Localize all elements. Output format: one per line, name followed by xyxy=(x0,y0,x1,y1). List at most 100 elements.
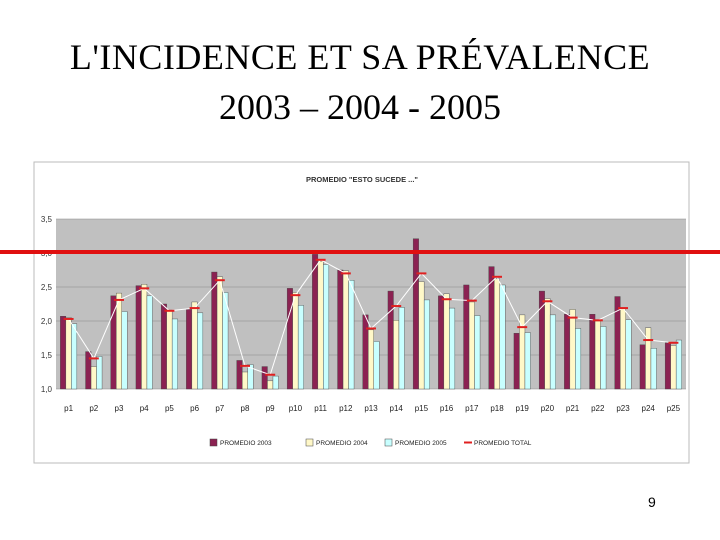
bar-promedio-2003 xyxy=(135,285,142,390)
bar-promedio-2004 xyxy=(267,380,274,390)
x-tick-label: p19 xyxy=(516,404,530,413)
bar-promedio-2003 xyxy=(337,269,344,390)
y-tick-label: 1,0 xyxy=(41,385,53,394)
bar-promedio-2004 xyxy=(519,314,526,390)
bar-promedio-2003 xyxy=(564,314,571,390)
bar-promedio-2003 xyxy=(488,266,495,390)
bar-promedio-2004 xyxy=(65,317,72,390)
bar-promedio-2005 xyxy=(323,264,330,390)
bar-promedio-2003 xyxy=(286,288,293,390)
slide-subtitle-years: 2003 – 2004 - 2005 xyxy=(219,87,501,127)
bar-promedio-2005 xyxy=(121,311,128,390)
bar-promedio-2005 xyxy=(449,307,456,390)
bar-promedio-2003 xyxy=(664,342,671,390)
bar-promedio-2003 xyxy=(60,316,67,390)
slide-page-number: 9 xyxy=(648,494,656,510)
x-tick-label: p10 xyxy=(289,404,303,413)
x-tick-label: p22 xyxy=(591,404,605,413)
legend-label: PROMEDIO 2003 xyxy=(220,440,272,447)
bar-promedio-2004 xyxy=(620,308,626,390)
bar-promedio-2005 xyxy=(600,326,607,390)
bar-promedio-2005 xyxy=(348,280,355,390)
bar-promedio-2004 xyxy=(670,345,677,390)
x-tick-label: p5 xyxy=(165,404,174,413)
bar-promedio-2004 xyxy=(166,309,173,390)
x-tick-label: p8 xyxy=(241,404,250,413)
bar-promedio-2005 xyxy=(297,305,304,390)
bar-promedio-2005 xyxy=(171,318,178,390)
bar-promedio-2004 xyxy=(116,292,122,390)
bar-promedio-2005 xyxy=(197,312,204,390)
x-tick-label: p7 xyxy=(215,404,224,413)
bar-promedio-2005 xyxy=(575,328,582,390)
bar-promedio-2004 xyxy=(342,270,349,390)
bar-promedio-2004 xyxy=(292,292,299,390)
bar-promedio-2004 xyxy=(317,260,324,390)
bar-promedio-2005 xyxy=(675,339,682,390)
legend-label: PROMEDIO 2004 xyxy=(316,440,368,447)
bar-promedio-2004 xyxy=(90,366,97,390)
x-tick-label: p18 xyxy=(490,404,504,413)
slide-title: L'INCIDENCE ET SA PRÉVALENCE xyxy=(69,37,651,77)
bar-promedio-2004 xyxy=(191,301,198,390)
bar-promedio-2004 xyxy=(242,371,248,390)
bar-promedio-2005 xyxy=(423,299,430,390)
bar-promedio-2004 xyxy=(443,293,450,390)
x-tick-label: p1 xyxy=(64,404,73,413)
bar-promedio-2004 xyxy=(368,329,374,390)
x-tick-label: p9 xyxy=(266,404,275,413)
y-tick-label: 3,5 xyxy=(41,215,53,224)
x-tick-label: p24 xyxy=(642,404,656,413)
x-tick-label: p2 xyxy=(89,404,98,413)
x-tick-label: p14 xyxy=(390,404,404,413)
legend-swatch xyxy=(384,438,393,447)
bar-promedio-2005 xyxy=(71,323,78,390)
bar-promedio-2005 xyxy=(625,319,632,390)
x-tick-label: p11 xyxy=(314,404,327,413)
bar-promedio-2004 xyxy=(418,281,425,390)
bar-promedio-2004 xyxy=(569,309,576,390)
x-tick-label: p25 xyxy=(667,404,681,413)
bar-promedio-2003 xyxy=(538,290,545,390)
x-tick-label: p12 xyxy=(339,404,353,413)
bar-promedio-2005 xyxy=(499,284,506,390)
bar-promedio-2003 xyxy=(438,295,445,390)
bar-promedio-2003 xyxy=(236,360,243,390)
bar-promedio-2005 xyxy=(650,348,657,390)
bar-promedio-2003 xyxy=(312,254,319,390)
y-tick-label: 2,0 xyxy=(41,317,53,326)
bar-promedio-2005 xyxy=(222,292,229,390)
bar-promedio-2003 xyxy=(412,238,419,390)
bar-promedio-2005 xyxy=(96,356,103,390)
x-tick-label: p17 xyxy=(465,404,479,413)
bar-promedio-2004 xyxy=(494,278,500,390)
x-tick-label: p16 xyxy=(440,404,454,413)
bar-promedio-2003 xyxy=(362,314,369,390)
bar-promedio-2005 xyxy=(524,332,531,390)
x-tick-label: p6 xyxy=(190,404,199,413)
chart-title: PROMEDIO "ESTO SUCEDE ..." xyxy=(306,175,418,184)
bar-promedio-2003 xyxy=(639,344,646,390)
legend-swatch xyxy=(305,438,314,447)
x-tick-label: p21 xyxy=(566,404,580,413)
bar-promedio-2004 xyxy=(468,301,475,390)
x-tick-label: p23 xyxy=(616,404,630,413)
bar-promedio-2005 xyxy=(398,307,405,390)
bar-promedio-2003 xyxy=(211,271,218,390)
bar-promedio-2005 xyxy=(146,295,153,390)
x-tick-label: p13 xyxy=(364,404,378,413)
bar-promedio-2003 xyxy=(589,314,596,390)
legend-label: PROMEDIO 2005 xyxy=(395,440,447,447)
bar-promedio-2005 xyxy=(247,364,254,390)
bar-promedio-2005 xyxy=(549,314,556,390)
bar-promedio-2004 xyxy=(216,276,223,390)
bar-promedio-2003 xyxy=(261,366,268,390)
bar-promedio-2004 xyxy=(594,320,601,390)
x-tick-label: p15 xyxy=(415,404,429,413)
x-tick-label: p4 xyxy=(140,404,149,413)
bar-promedio-2005 xyxy=(474,315,481,390)
x-tick-label: p20 xyxy=(541,404,555,413)
y-tick-label: 2,5 xyxy=(41,283,53,292)
bar-promedio-2003 xyxy=(110,295,117,390)
bar-promedio-2003 xyxy=(160,303,167,390)
